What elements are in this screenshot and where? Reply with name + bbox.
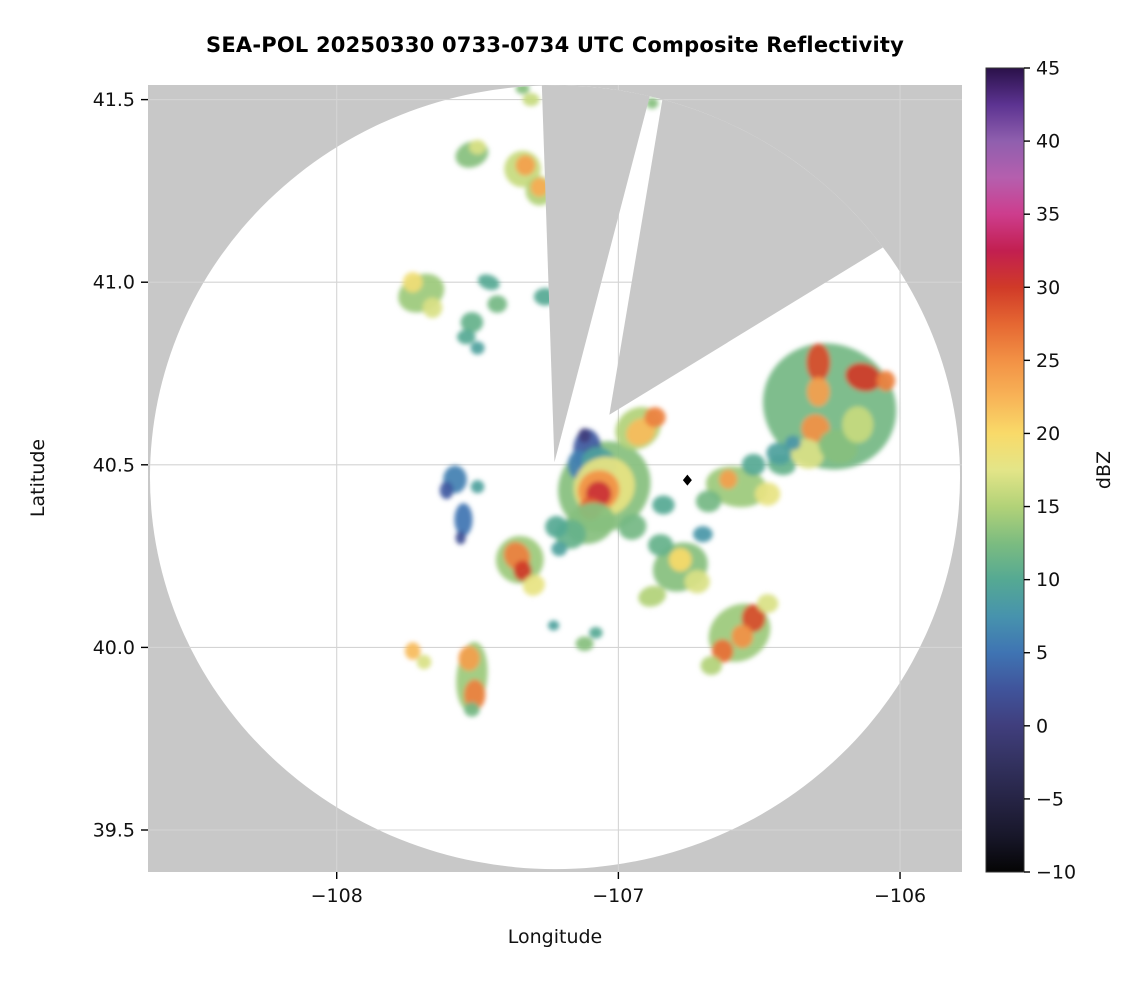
colorbar-ticks: −10 −5 0 5 10 15 20 25 30 35 40 45 <box>1024 58 1076 884</box>
svg-text:41.5: 41.5 <box>93 89 135 111</box>
svg-text:−107: −107 <box>592 885 644 907</box>
x-axis-label: Longitude <box>507 926 603 948</box>
site-marker-diamond <box>682 474 692 486</box>
svg-text:39.5: 39.5 <box>93 820 135 842</box>
colorbar-gradient <box>985 67 1025 873</box>
svg-text:0: 0 <box>1036 715 1048 737</box>
y-axis-label: Latitude <box>27 438 49 518</box>
svg-text:−108: −108 <box>311 885 363 907</box>
svg-text:41.0: 41.0 <box>93 272 135 294</box>
chart-title: SEA-POL 20250330 0733-0734 UTC Composite… <box>206 33 904 57</box>
colorbar-label: dBZ <box>1093 450 1115 490</box>
svg-text:10: 10 <box>1036 569 1060 591</box>
reflectivity-echo-layer <box>398 85 897 717</box>
svg-text:40.5: 40.5 <box>93 454 135 476</box>
svg-text:25: 25 <box>1036 350 1060 372</box>
svg-text:−10: −10 <box>1036 862 1076 884</box>
x-axis-ticks: −108 −107 −106 <box>311 872 926 907</box>
y-axis-ticks: 39.5 40.0 40.5 41.0 41.5 <box>93 89 148 842</box>
svg-text:40.0: 40.0 <box>93 637 135 659</box>
svg-text:30: 30 <box>1036 277 1060 299</box>
svg-text:35: 35 <box>1036 204 1060 226</box>
svg-text:45: 45 <box>1036 58 1060 80</box>
svg-text:20: 20 <box>1036 423 1060 445</box>
svg-text:−106: −106 <box>874 885 926 907</box>
svg-text:40: 40 <box>1036 131 1060 153</box>
svg-text:15: 15 <box>1036 496 1060 518</box>
svg-text:5: 5 <box>1036 642 1048 664</box>
svg-text:−5: −5 <box>1036 788 1064 810</box>
